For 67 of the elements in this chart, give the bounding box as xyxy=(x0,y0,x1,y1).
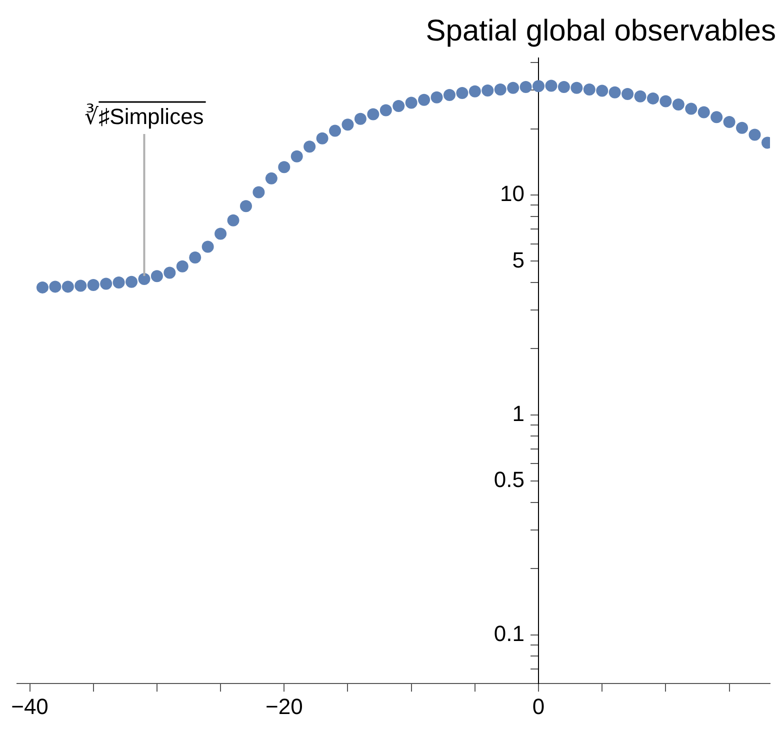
point xyxy=(685,102,698,115)
point xyxy=(150,270,163,282)
point xyxy=(176,260,188,272)
y-tick-label: 1 xyxy=(512,400,525,426)
point xyxy=(189,251,202,264)
point xyxy=(672,98,684,111)
point xyxy=(570,82,583,94)
point xyxy=(608,86,621,98)
point xyxy=(660,95,672,108)
point xyxy=(392,100,405,112)
point xyxy=(240,200,252,212)
point xyxy=(468,85,481,98)
point xyxy=(520,81,532,93)
point xyxy=(49,280,62,293)
point xyxy=(405,96,418,109)
point xyxy=(583,83,596,96)
point xyxy=(329,124,342,137)
point xyxy=(202,240,214,253)
point xyxy=(646,92,659,104)
point xyxy=(430,91,443,104)
point xyxy=(316,132,328,144)
point xyxy=(36,281,48,294)
point xyxy=(482,84,494,96)
point xyxy=(87,278,100,291)
point xyxy=(443,89,456,102)
point xyxy=(112,276,125,289)
point xyxy=(278,161,290,174)
point xyxy=(290,150,303,162)
point xyxy=(418,94,430,106)
point xyxy=(748,128,761,141)
point xyxy=(723,116,736,128)
point xyxy=(252,186,265,198)
point xyxy=(62,280,74,293)
point xyxy=(214,228,227,240)
point xyxy=(227,214,240,226)
point xyxy=(74,280,87,292)
point xyxy=(710,111,723,124)
point xyxy=(354,112,366,125)
point xyxy=(532,80,545,92)
point xyxy=(164,266,176,279)
point xyxy=(634,90,646,102)
point xyxy=(367,108,380,120)
y-tick-label: 0.1 xyxy=(494,620,525,646)
x-tick-label: −20 xyxy=(265,694,303,719)
point xyxy=(736,122,748,134)
point xyxy=(507,82,520,94)
point xyxy=(558,81,570,93)
point xyxy=(342,118,354,131)
point xyxy=(100,278,112,290)
point xyxy=(545,80,558,92)
point xyxy=(456,87,468,100)
point xyxy=(138,273,150,286)
x-tick-label: 0 xyxy=(532,694,545,719)
point xyxy=(265,172,278,184)
point xyxy=(304,140,316,153)
chart-title: Spatial global observables xyxy=(426,14,776,48)
annotation: ∛♯Simplices xyxy=(84,104,204,130)
point xyxy=(698,106,710,118)
x-tick-label: −40 xyxy=(11,694,48,719)
point xyxy=(126,276,138,288)
point xyxy=(380,104,392,116)
point xyxy=(596,84,608,97)
point xyxy=(494,83,506,96)
y-tick-label: 5 xyxy=(512,247,525,272)
y-tick-label: 0.5 xyxy=(494,467,525,492)
point xyxy=(622,88,634,100)
y-tick-label: 10 xyxy=(500,181,525,206)
